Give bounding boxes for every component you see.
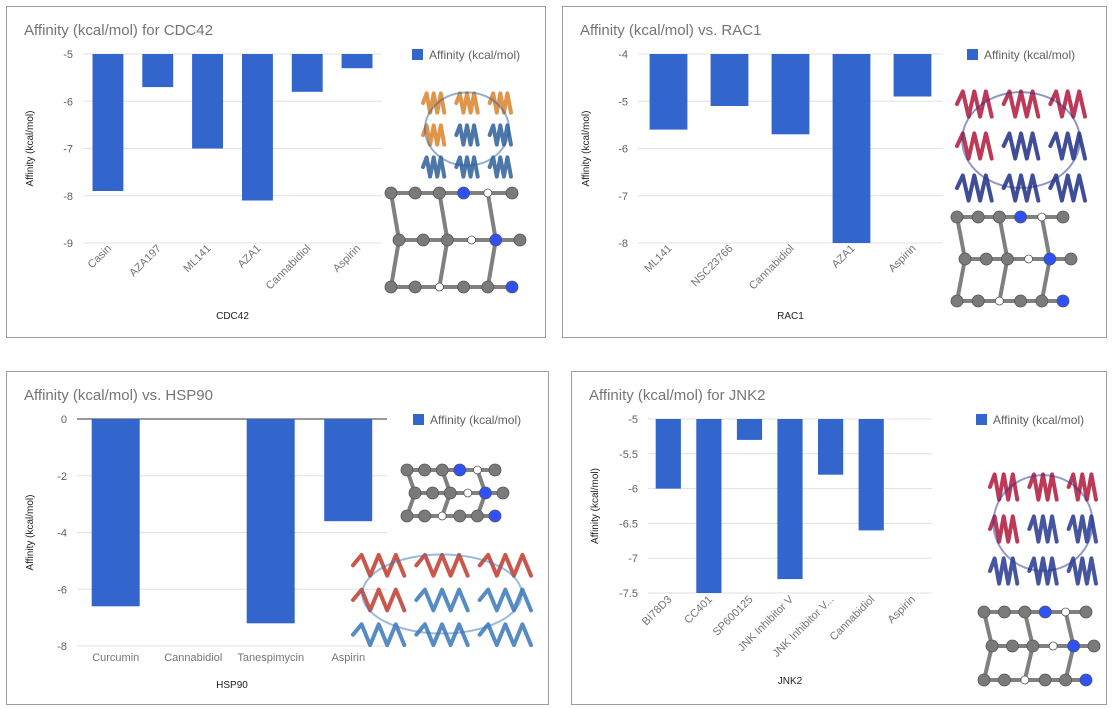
bar-jnk-inhibitor-v: [777, 419, 803, 580]
category-label: Curcumin: [92, 652, 139, 664]
bar-ml141: [649, 54, 688, 130]
bar-ml141: [192, 54, 223, 149]
bar-cannabidiol: [858, 419, 884, 531]
bar-aza1: [242, 54, 273, 201]
bar-aza1: [832, 54, 871, 243]
category-label: Cannabidiol: [164, 652, 222, 664]
y-tick-label: 0: [61, 414, 67, 426]
category-label: AZA1: [830, 243, 858, 271]
bar-aspirin: [341, 54, 373, 69]
category-label: NSC23766: [689, 243, 736, 290]
y-tick-label: -7: [628, 553, 638, 565]
ligand-ball-stick-image: [950, 210, 1078, 308]
y-tick-label: -8: [63, 191, 73, 203]
ligand-ball-stick-image: [400, 463, 510, 523]
y-tick-label: -5: [618, 96, 628, 108]
chart-svg: Affinity (kcal/mol) for JNK2 -5 -5.5 -6 -6.5…: [589, 387, 1101, 687]
category-label: BI78D3: [640, 594, 674, 628]
bar-tanespimycin: [246, 419, 295, 624]
legend-swatch: [976, 414, 987, 425]
bar-casin: [92, 54, 124, 191]
y-tick-label: -6: [618, 144, 628, 156]
x-axis-label: JNK2: [778, 676, 803, 687]
ligand-ball-stick-image: [384, 186, 527, 294]
y-tick-label: -5: [628, 414, 638, 426]
category-label: AZA1: [236, 243, 264, 271]
y-tick-label: -6: [63, 96, 73, 108]
protein-ribbon-image: [955, 89, 1087, 203]
legend-swatch: [412, 49, 423, 60]
category-label: AZA197: [127, 243, 164, 280]
y-tick-label: -5: [63, 49, 73, 61]
bar-nsc23766: [710, 54, 749, 106]
chart-title: Affinity (kcal/mol) for CDC42: [24, 22, 213, 39]
bar-cannabidiol: [771, 54, 810, 135]
chart-title: Affinity (kcal/mol) vs. HSP90: [24, 387, 213, 404]
ligand-ball-stick-image: [977, 605, 1101, 687]
chart-svg: Affinity (kcal/mol) vs. RAC1 -4 -5 -6 -7 -8 ML…: [580, 22, 1087, 322]
y-tick-label: -4: [57, 528, 67, 540]
category-label: Tanespimycin: [237, 652, 304, 664]
y-tick-label: -5.5: [619, 449, 638, 461]
bar-aspirin: [893, 54, 932, 97]
y-tick-label: -2: [57, 471, 67, 483]
y-tick-label: -6: [57, 584, 67, 596]
bar-curcumin: [91, 419, 140, 607]
category-label: ML141: [181, 243, 213, 275]
category-label: Casin: [86, 243, 114, 271]
chart-svg: Affinity (kcal/mol) for CDC42 -5 -6 -7 -8 -9 C…: [24, 22, 527, 322]
category-label: Aspirin: [331, 243, 363, 275]
y-tick-label: -4: [618, 49, 628, 61]
chart-svg: Affinity (kcal/mol) vs. HSP90 0 -2 -4 -6 -8 Cu…: [24, 387, 533, 691]
y-tick-label: -8: [618, 238, 628, 250]
y-tick-label: -7.5: [619, 588, 638, 600]
y-axis-label: Affinity (kcal/mol): [590, 468, 601, 544]
legend-label: Affinity (kcal/mol): [429, 48, 520, 62]
category-label: Cannabidiol: [264, 243, 314, 293]
protein-ribbon-image: [351, 552, 533, 648]
y-tick-label: -6: [628, 484, 638, 496]
chart-title: Affinity (kcal/mol) vs. RAC1: [580, 22, 761, 39]
bar-cc401: [696, 419, 722, 593]
y-axis-label: Affinity (kcal/mol): [25, 495, 36, 571]
bar-aza197: [142, 54, 174, 88]
protein-ribbon-image: [988, 472, 1098, 586]
category-label: Aspirin: [886, 594, 918, 626]
y-axis-label: Affinity (kcal/mol): [581, 111, 592, 187]
x-axis-label: RAC1: [777, 311, 804, 322]
legend-swatch: [413, 414, 424, 425]
legend-swatch: [967, 49, 978, 60]
chart-panel-jnk2: Affinity (kcal/mol) for JNK2 -5 -5.5 -6 -6.5…: [571, 371, 1107, 705]
category-label: Aspirin: [331, 652, 365, 664]
bar-cannabidiol: [291, 54, 323, 92]
y-tick-label: -6.5: [619, 518, 638, 530]
legend-label: Affinity (kcal/mol): [984, 48, 1075, 62]
y-tick-label: -8: [57, 641, 67, 653]
y-tick-label: -7: [618, 191, 628, 203]
category-label: Cannabidiol: [747, 243, 797, 293]
category-label: Aspirin: [886, 243, 918, 275]
bar-aspirin: [324, 419, 373, 522]
y-tick-label: -7: [63, 144, 73, 156]
chart-panel-cdc42: Affinity (kcal/mol) for CDC42 -5 -6 -7 -8 -9 C…: [6, 6, 546, 338]
x-axis-label: CDC42: [216, 311, 249, 322]
chart-panel-rac1: Affinity (kcal/mol) vs. RAC1 -4 -5 -6 -7 -8 ML…: [562, 6, 1107, 338]
legend-label: Affinity (kcal/mol): [430, 413, 521, 427]
bar-sp600125: [736, 419, 763, 440]
chart-title: Affinity (kcal/mol) for JNK2: [589, 387, 765, 404]
category-label: ML141: [642, 243, 674, 275]
y-tick-label: -9: [63, 238, 73, 250]
bar-bi78d3: [655, 419, 681, 489]
x-axis-label: HSP90: [216, 680, 248, 691]
category-label: CC401: [682, 594, 715, 627]
y-axis-label: Affinity (kcal/mol): [25, 111, 36, 187]
protein-ribbon-image: [421, 91, 513, 179]
bar-jnk-inhibitor-v: [818, 419, 844, 475]
legend-label: Affinity (kcal/mol): [993, 413, 1084, 427]
chart-panel-hsp90: Affinity (kcal/mol) vs. HSP90 0 -2 -4 -6 -8 Cu…: [6, 371, 549, 705]
